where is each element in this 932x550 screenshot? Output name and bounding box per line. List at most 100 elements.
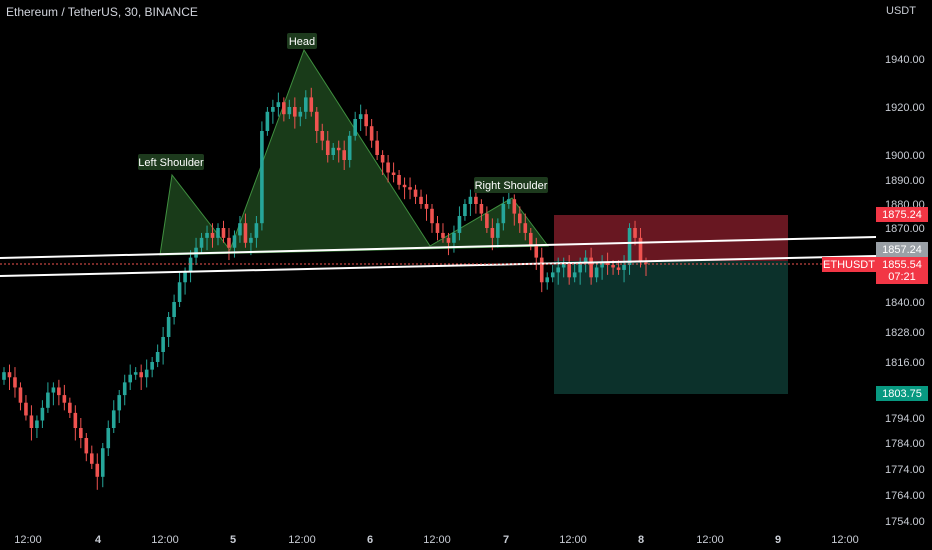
candle-body	[166, 317, 171, 337]
candle-body	[128, 374, 133, 383]
candle-body	[24, 402, 28, 416]
x-tick-label: 6	[367, 534, 373, 546]
candle-body	[561, 262, 566, 268]
candle-body	[298, 111, 303, 117]
candle-body	[68, 402, 72, 413]
candle-body	[523, 223, 528, 233]
candle-body	[391, 172, 396, 175]
candle-body	[79, 428, 83, 438]
candle-body	[84, 438, 89, 454]
candle-body	[249, 237, 253, 243]
y-tick-label: 1784.00	[885, 438, 925, 450]
svg-text:1875.24: 1875.24	[882, 209, 922, 221]
candle-body	[358, 114, 363, 119]
candle-body	[627, 228, 632, 265]
candle-body	[188, 257, 193, 273]
candle-body	[501, 204, 506, 224]
y-axis: 1754.00 1764.00 1774.00 1784.00 1794.00 1816.…	[885, 54, 925, 528]
candle-body	[73, 412, 78, 428]
candle-body	[155, 352, 160, 362]
candle-body	[51, 387, 56, 393]
svg-text:Head: Head	[289, 36, 315, 48]
candle-body	[556, 267, 561, 273]
x-tick-label: 7	[503, 534, 509, 546]
candle-body	[40, 407, 45, 421]
candle-body	[490, 228, 495, 238]
stop-loss-zone[interactable]	[554, 215, 788, 261]
x-tick-label: 12:00	[696, 534, 724, 546]
candle-body	[227, 237, 231, 248]
x-tick-label: 9	[775, 534, 781, 546]
svg-text:1857.24: 1857.24	[882, 244, 922, 256]
head-shoulders-shape[interactable]	[159, 48, 549, 256]
candle-body	[644, 262, 648, 264]
label-head: Head	[287, 33, 317, 49]
symbol-badge: ETHUSDT	[822, 257, 876, 272]
candle-body	[463, 204, 467, 216]
y-tick-label: 1900.00	[885, 150, 925, 162]
candle-body	[232, 235, 237, 248]
candle-body	[46, 392, 50, 408]
candle-body	[347, 135, 352, 160]
candle-body	[633, 228, 637, 238]
candle-body	[550, 272, 555, 278]
x-tick-label: 12:00	[831, 534, 859, 546]
candle-body	[342, 150, 347, 160]
candle-body	[386, 162, 390, 173]
candle-body	[139, 372, 143, 378]
candle-body	[528, 232, 533, 246]
candle-body	[100, 448, 105, 477]
candle-body	[287, 107, 292, 115]
candle-body	[507, 199, 511, 204]
stop-price-badge: 1875.24	[876, 207, 928, 222]
candle-body	[265, 111, 270, 131]
candle-body	[221, 228, 226, 238]
x-tick-label: 5	[230, 534, 236, 546]
candle-body	[238, 223, 242, 236]
x-tick-label: 12:00	[559, 534, 587, 546]
label-right-shoulder: Right Shoulder	[474, 177, 548, 193]
neckline[interactable]	[0, 236, 877, 259]
candle-body	[309, 97, 314, 112]
candle-body	[589, 257, 593, 278]
x-tick-label: 12:00	[423, 534, 451, 546]
candle-body	[479, 204, 484, 214]
candle-body	[62, 395, 67, 403]
svg-text:07:21: 07:21	[888, 271, 916, 283]
candle-body	[408, 187, 412, 190]
candle-body	[496, 223, 500, 238]
y-tick-label: 1774.00	[885, 464, 925, 476]
candle-body	[303, 97, 308, 112]
y-tick-label: 1940.00	[885, 54, 925, 66]
target-price-badge: 1803.75	[876, 386, 928, 401]
x-axis: 12:00 4 12:00 5 12:00 6 12:00 7 12:00 8 12:00 9 12:0…	[14, 534, 859, 546]
candle-body	[539, 257, 544, 283]
candle-body	[605, 262, 610, 265]
lower-trend-line[interactable]	[0, 255, 877, 277]
take-profit-zone[interactable]	[554, 261, 788, 394]
candle-body	[150, 362, 154, 370]
candle-body	[419, 196, 423, 204]
candle-body	[18, 387, 23, 403]
candle-body	[336, 147, 341, 151]
candle-body	[413, 189, 418, 197]
candle-body	[2, 372, 6, 380]
candle-body	[452, 232, 456, 243]
chart-title: Ethereum / TetherUS, 30, BINANCE	[6, 5, 198, 19]
candle-body	[397, 175, 401, 185]
candle-body	[254, 223, 259, 238]
x-tick-label: 12:00	[288, 534, 316, 546]
candle-body	[583, 257, 588, 263]
entry-price-badge: 1857.24	[876, 242, 928, 257]
candle-body	[271, 107, 275, 112]
candle-body	[199, 237, 204, 248]
candle-body	[534, 245, 539, 258]
candle-body	[512, 199, 517, 214]
candle-body	[177, 282, 182, 302]
candle-body	[468, 196, 473, 204]
candle-body	[441, 232, 445, 238]
candle-body	[172, 302, 176, 317]
y-tick-label: 1794.00	[885, 413, 925, 425]
candle-body	[517, 213, 522, 224]
